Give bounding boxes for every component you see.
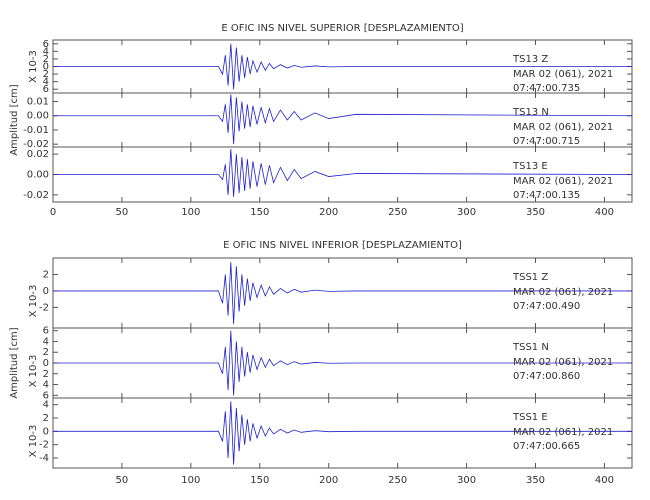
x-tick-label: 50 [116,475,129,486]
scale-label: X 10-3 [28,425,39,458]
y-tick-label: 0.01 [27,97,49,108]
y-tick-label: 6 [43,390,49,401]
y-tick-label: 4 [43,400,49,411]
time-label: 07:47:00.490 [513,301,580,312]
waveform [53,43,632,90]
y-tick-label: 2 [43,54,49,65]
y-tick-label: 4 [43,46,49,57]
x-tick-label: 400 [595,475,614,486]
x-tick-label: 150 [250,207,269,218]
date-label: MAR 02 (061), 2021 [513,176,613,187]
x-tick-label: 250 [388,475,407,486]
scale-label: X 10-3 [28,355,39,388]
y-tick-label: -4 [39,453,49,464]
y-tick-label: 0.00 [27,170,49,181]
y-tick-label: 2 [43,69,49,80]
y-tick-label: 2 [43,347,49,358]
y-tick-label: 6 [43,39,49,50]
date-label: MAR 02 (061), 2021 [513,69,613,80]
station-label: TSS1 E [512,412,548,423]
x-tick-label: 0 [50,207,56,218]
time-label: 07:47:00.715 [513,136,580,147]
time-label: 07:47:00.860 [513,371,580,382]
y-tick-label: 0.02 [27,149,49,160]
x-tick-label: 400 [595,207,614,218]
y-tick-label: 4 [43,380,49,391]
y-tick-label: 2 [43,269,49,280]
y-tick-label: -0.02 [23,139,49,150]
waveform [53,149,633,197]
y-tick-label: 0 [43,286,49,297]
station-label: TSS1 Z [512,272,548,283]
y-axis-label: Amplitud [cm] [9,84,20,155]
y-tick-label: -2 [39,440,49,451]
scale-label: X 10-3 [28,50,39,83]
x-tick-label: 200 [319,207,338,218]
x-tick-label: 350 [526,207,545,218]
y-tick-label: -0.02 [23,190,49,201]
chart-title: E OFIC INS NIVEL SUPERIOR [DESPLAZAMIENT… [221,23,463,34]
y-tick-label: 6 [43,326,49,337]
date-label: MAR 02 (061), 2021 [513,287,613,298]
y-axis-label: Amplitud [cm] [9,327,20,398]
waveform [53,262,632,324]
waveform [53,94,633,145]
y-tick-label: 6 [43,84,49,95]
date-label: MAR 02 (061), 2021 [513,357,613,368]
y-tick-label: 4 [43,336,49,347]
panel-frame [52,397,633,469]
station-label: TS13 Z [512,54,548,65]
y-tick-label: 4 [43,77,49,88]
y-tick-label: 0.00 [27,111,49,122]
x-tick-label: 200 [319,475,338,486]
y-tick-label: 2 [43,369,49,380]
date-label: MAR 02 (061), 2021 [513,427,613,438]
waveform [53,330,632,396]
y-tick-label: 0 [43,62,49,73]
station-label: TSS1 N [512,342,549,353]
time-label: 07:47:00.135 [513,190,580,201]
time-label: 07:47:00.735 [513,83,580,94]
x-tick-label: 300 [457,207,476,218]
time-label: 07:47:00.665 [513,441,580,452]
x-tick-label: 300 [457,475,476,486]
y-tick-label: -2 [39,302,49,313]
y-tick-label: 0 [43,358,49,369]
y-tick-label: 2 [43,413,49,424]
x-tick-label: 100 [181,475,200,486]
station-label: TS13 E [512,161,548,172]
x-tick-label: 350 [526,475,545,486]
x-tick-label: 150 [250,475,269,486]
y-tick-label: -0.01 [23,125,49,136]
x-tick-label: 50 [116,207,129,218]
chart-title: E OFIC INS NIVEL INFERIOR [DESPLAZAMIENT… [223,240,462,251]
y-tick-label: 0 [43,426,49,437]
x-tick-label: 100 [181,207,200,218]
scale-label: X 10-3 [28,285,39,318]
date-label: MAR 02 (061), 2021 [513,122,613,133]
waveform [53,401,632,465]
x-tick-label: 250 [388,207,407,218]
station-label: TS13 N [512,107,549,118]
